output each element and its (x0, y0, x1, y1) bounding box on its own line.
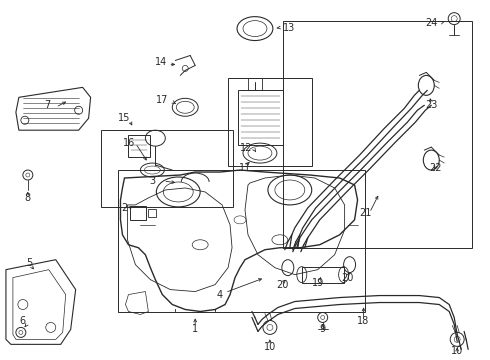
Bar (148, 209, 156, 217)
Text: 12: 12 (240, 143, 252, 153)
Bar (248, 78, 262, 90)
Text: 24: 24 (425, 18, 438, 28)
Text: 14: 14 (155, 58, 168, 67)
Bar (130, 206, 147, 220)
Bar (128, 135, 150, 157)
Text: 1: 1 (192, 324, 198, 334)
Text: 2: 2 (122, 203, 128, 213)
Text: 10: 10 (264, 342, 276, 352)
Text: 10: 10 (451, 346, 464, 356)
Text: 9: 9 (319, 324, 326, 334)
Text: 20: 20 (342, 273, 354, 283)
Text: 5: 5 (25, 258, 32, 268)
Bar (100, 130, 233, 207)
Text: 8: 8 (25, 193, 31, 203)
Text: 6: 6 (19, 316, 25, 327)
Text: 23: 23 (425, 100, 438, 110)
Text: 15: 15 (118, 113, 130, 123)
Text: 4: 4 (217, 289, 223, 300)
Bar (228, 78, 312, 166)
Text: 20: 20 (277, 280, 289, 289)
Text: 21: 21 (360, 208, 372, 218)
Text: 17: 17 (156, 95, 169, 105)
Text: 18: 18 (357, 316, 369, 327)
Text: 3: 3 (149, 176, 155, 186)
Text: 19: 19 (312, 278, 324, 288)
Bar (302, 267, 343, 283)
Text: 16: 16 (122, 138, 135, 148)
Text: 13: 13 (283, 23, 295, 33)
Text: 22: 22 (429, 163, 441, 173)
Text: 7: 7 (45, 100, 51, 110)
Bar (283, 21, 472, 248)
Bar (238, 90, 283, 145)
Text: 11: 11 (239, 163, 251, 173)
Bar (119, 170, 365, 312)
